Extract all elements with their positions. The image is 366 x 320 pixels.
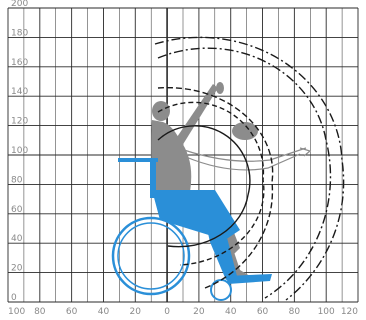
y-tick-label: 0 bbox=[11, 293, 17, 303]
y-tick-label: 160 bbox=[11, 58, 28, 68]
wheelchair bbox=[111, 158, 272, 301]
x-tick-label: 120 bbox=[341, 307, 358, 317]
y-tick-label: 120 bbox=[11, 117, 28, 127]
x-tick-label: 100 bbox=[318, 307, 335, 317]
x-tick-label: 80 bbox=[34, 307, 46, 317]
y-tick-label: 80 bbox=[11, 175, 23, 185]
reach-arcs bbox=[154, 36, 345, 301]
y-tick-label: 140 bbox=[11, 87, 28, 97]
y-tick-label: 200 bbox=[11, 0, 28, 9]
y-tick-label: 60 bbox=[11, 205, 23, 215]
x-tick-label: 0 bbox=[164, 307, 170, 317]
x-tick-label: 60 bbox=[257, 307, 269, 317]
x-tick-label: 100 bbox=[8, 307, 25, 317]
y-tick-label: 180 bbox=[11, 28, 28, 38]
x-tick-label: 20 bbox=[193, 307, 205, 317]
y-tick-label: 20 bbox=[11, 264, 23, 274]
x-tick-label: 20 bbox=[130, 307, 142, 317]
x-tick-label: 40 bbox=[98, 307, 110, 317]
x-tick-label: 40 bbox=[225, 307, 237, 317]
reach-arm-outline bbox=[183, 147, 312, 171]
y-axis-ticks: 0 20 40 60 80 100 120 140 160 180 200 bbox=[11, 0, 28, 303]
x-tick-label: 60 bbox=[66, 307, 78, 317]
y-tick-label: 40 bbox=[11, 234, 23, 244]
y-tick-label: 100 bbox=[11, 146, 28, 156]
x-tick-label: 80 bbox=[289, 307, 301, 317]
x-axis-ticks: 100 80 60 40 20 0 20 40 60 80 100 120 bbox=[8, 307, 358, 317]
